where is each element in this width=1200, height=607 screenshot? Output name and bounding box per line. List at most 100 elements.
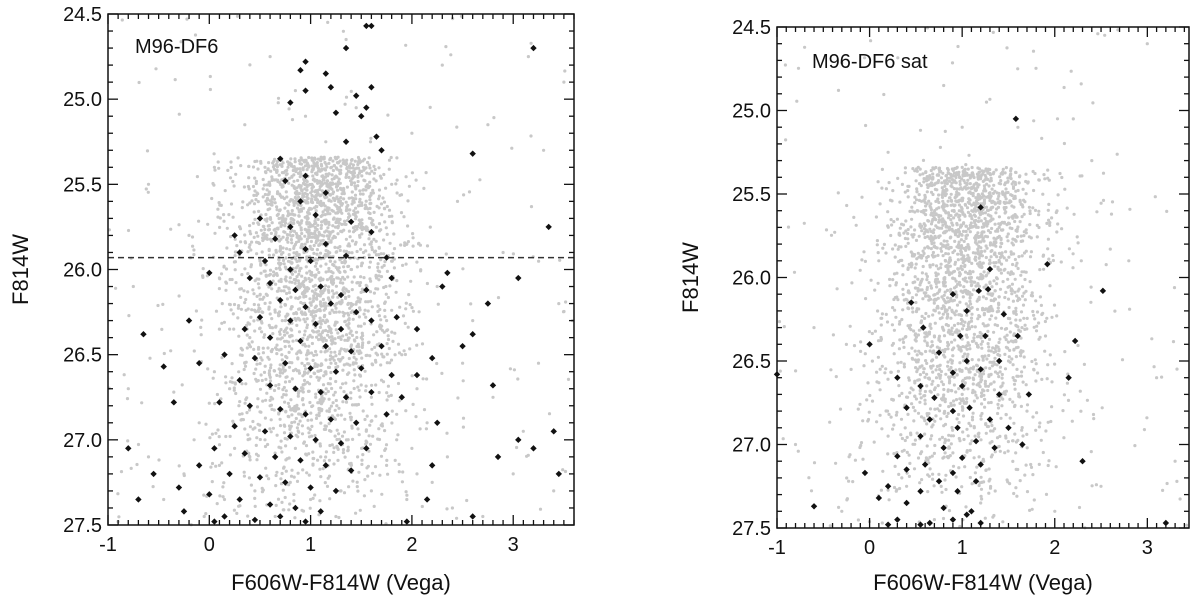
background-point: [936, 393, 940, 397]
background-point: [948, 236, 952, 240]
background-point: [349, 329, 353, 333]
background-point: [929, 222, 934, 226]
background-point: [880, 167, 885, 171]
background-point: [1005, 258, 1009, 262]
background-point: [272, 369, 277, 373]
selected-point: [256, 215, 264, 222]
background-point: [294, 231, 298, 236]
background-point: [335, 167, 339, 171]
background-point: [1023, 277, 1027, 282]
background-point: [916, 289, 920, 293]
background-point: [929, 247, 933, 251]
background-point: [179, 40, 183, 44]
background-point: [372, 504, 376, 508]
background-point: [998, 370, 1002, 374]
background-point: [282, 431, 287, 435]
background-point: [365, 226, 369, 230]
background-point: [873, 288, 877, 292]
background-point: [286, 165, 290, 169]
background-point: [886, 210, 890, 214]
background-point: [529, 134, 533, 138]
background-point: [339, 168, 343, 172]
background-point: [957, 420, 961, 425]
background-point: [909, 431, 913, 435]
background-point: [342, 430, 346, 434]
background-point: [218, 277, 222, 281]
background-point: [279, 482, 284, 486]
background-point: [236, 306, 240, 310]
background-point: [979, 494, 983, 498]
background-point: [283, 345, 287, 349]
background-point: [896, 361, 900, 365]
y-tick-label: 25.0: [63, 89, 102, 111]
background-point: [343, 320, 347, 324]
background-point: [942, 334, 947, 338]
background-point: [274, 503, 278, 507]
background-point: [214, 309, 219, 313]
background-point: [343, 102, 347, 106]
selected-point: [241, 325, 248, 333]
background-point: [283, 436, 287, 441]
background-point: [884, 312, 888, 316]
background-point: [350, 403, 355, 407]
background-point: [190, 235, 195, 239]
background-point: [965, 449, 969, 453]
background-point: [960, 392, 964, 396]
y-tick-label: 27.0: [63, 430, 102, 452]
background-point: [444, 252, 448, 256]
background-point: [269, 418, 273, 422]
background-point: [303, 242, 307, 246]
background-point: [248, 437, 252, 441]
selected-point: [322, 70, 330, 77]
x-tick-label: 0: [204, 534, 215, 556]
background-point: [957, 213, 962, 217]
background-point: [925, 422, 929, 426]
selected-point: [413, 371, 421, 379]
background-point: [275, 205, 279, 209]
background-point: [295, 426, 299, 430]
background-point: [390, 308, 394, 312]
background-point: [998, 287, 1003, 291]
background-point: [229, 165, 233, 170]
background-point: [970, 283, 974, 287]
background-point: [992, 279, 996, 283]
background-point: [924, 359, 928, 363]
background-point: [271, 332, 275, 336]
background-point: [348, 166, 352, 170]
background-point: [213, 402, 217, 406]
background-point: [945, 308, 949, 312]
background-point: [235, 14, 240, 18]
background-point: [377, 253, 381, 257]
selected-point: [292, 286, 299, 294]
background-point: [359, 275, 363, 279]
background-point: [379, 454, 384, 458]
background-point: [1056, 222, 1060, 226]
background-point: [270, 203, 274, 207]
background-point: [251, 165, 256, 169]
background-point: [349, 418, 353, 422]
background-point: [230, 380, 234, 384]
background-point: [946, 411, 950, 415]
background-point: [215, 502, 219, 506]
background-point: [941, 382, 946, 387]
background-point: [276, 96, 281, 100]
background-point: [383, 301, 387, 305]
background-point: [960, 485, 964, 489]
background-point: [930, 242, 934, 246]
background-point: [238, 227, 243, 231]
background-point: [936, 267, 941, 271]
background-point: [529, 41, 533, 45]
selected-point: [241, 450, 248, 457]
background-point: [949, 218, 953, 222]
background-point: [1155, 376, 1159, 380]
background-point: [1004, 187, 1008, 191]
background-point: [275, 347, 279, 351]
background-point: [1019, 404, 1024, 408]
background-point: [410, 446, 414, 450]
background-point: [211, 376, 215, 380]
background-point: [1059, 260, 1063, 264]
background-point: [1076, 343, 1080, 348]
background-point: [913, 381, 917, 385]
background-point: [380, 492, 384, 496]
background-point: [1032, 313, 1036, 317]
